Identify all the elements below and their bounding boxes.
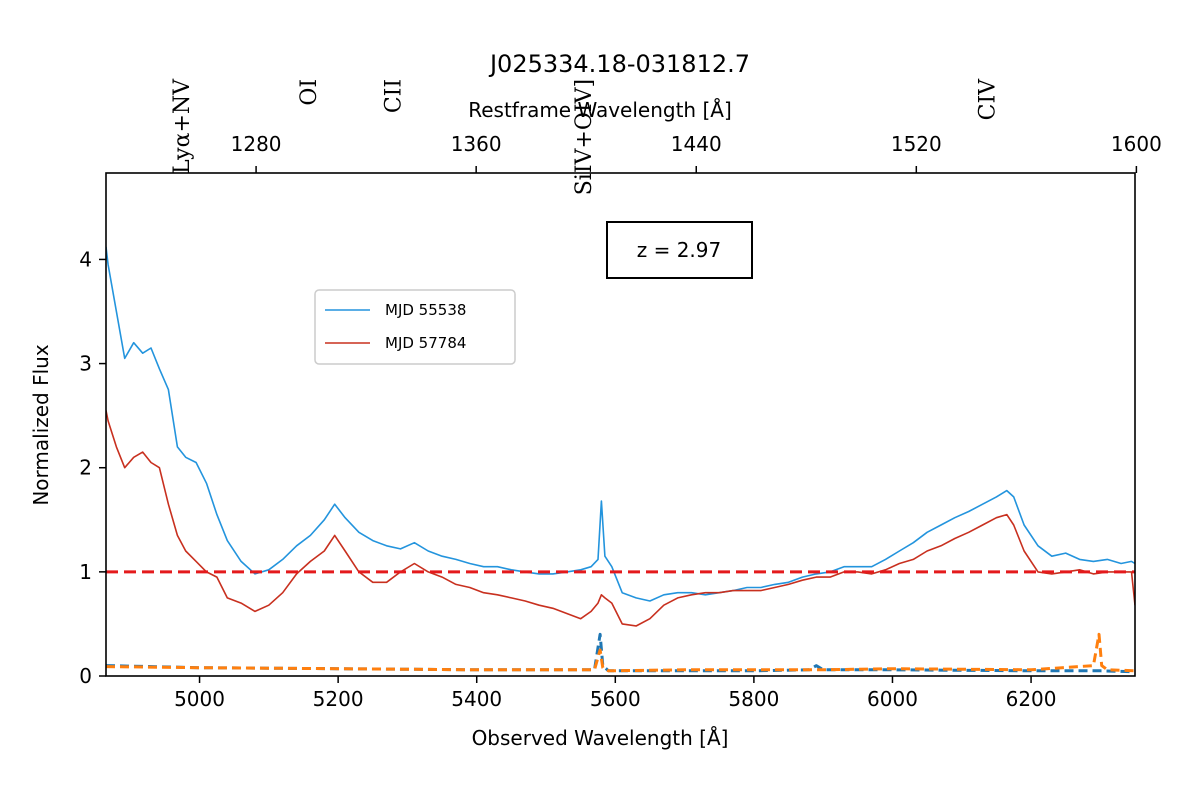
line-label-1: OI [297,79,322,106]
y-tick-label-0: 0 [79,664,92,688]
top-axis-title: Restframe Wavelength [Å] [468,98,732,122]
plot-frame [105,172,1136,677]
y-tick-label-1: 1 [79,560,92,584]
top-tick-label-3: 1520 [891,132,942,156]
line-label-4: CIV [975,78,1000,121]
chart-title: J025334.18-031812.7 [488,50,750,78]
x-tick-label-2: 5400 [451,687,502,711]
x-tick-label-1: 5200 [313,687,364,711]
line-label-2: CII [381,79,406,113]
line-label-0: Lyα+NV [170,78,195,174]
top-tick-label-2: 1440 [671,132,722,156]
x-tick-label-0: 5000 [174,687,225,711]
y-tick-label-3: 3 [79,352,92,376]
top-tick-label-1: 1360 [451,132,502,156]
plot-area [106,246,1135,674]
redshift-box: z = 2.97 [606,221,753,279]
series-line-1 [106,410,1135,627]
redshift-label: z = 2.97 [637,238,722,262]
series-line-0 [106,246,1135,602]
line-labels: Lyα+NV OI CII SiIV+OIV] CIV [170,78,1000,195]
x-tick-label-3: 5600 [590,687,641,711]
y-axis-title: Normalized Flux [29,344,53,506]
y-tick-label-2: 2 [79,456,92,480]
line-label-3: SiIV+OIV] [572,79,597,195]
legend-label-0: MJD 55538 [385,301,466,319]
x-tick-label-4: 5800 [728,687,779,711]
axes: 5000 5200 5400 5600 5800 6000 6200 0 1 2 3 4 1280 136… [79,132,1162,711]
series-line-3 [106,632,1135,673]
x-tick-label-6: 6200 [1006,687,1057,711]
top-tick-label-4: 1600 [1111,132,1162,156]
top-tick-label-0: 1280 [231,132,282,156]
series-line-2 [106,632,1135,674]
legend-label-1: MJD 57784 [385,334,466,352]
x-axis-title: Observed Wavelength [Å] [472,726,729,750]
legend: MJD 55538 MJD 57784 [314,289,516,365]
x-tick-label-5: 6000 [867,687,918,711]
y-tick-label-4: 4 [79,247,92,271]
